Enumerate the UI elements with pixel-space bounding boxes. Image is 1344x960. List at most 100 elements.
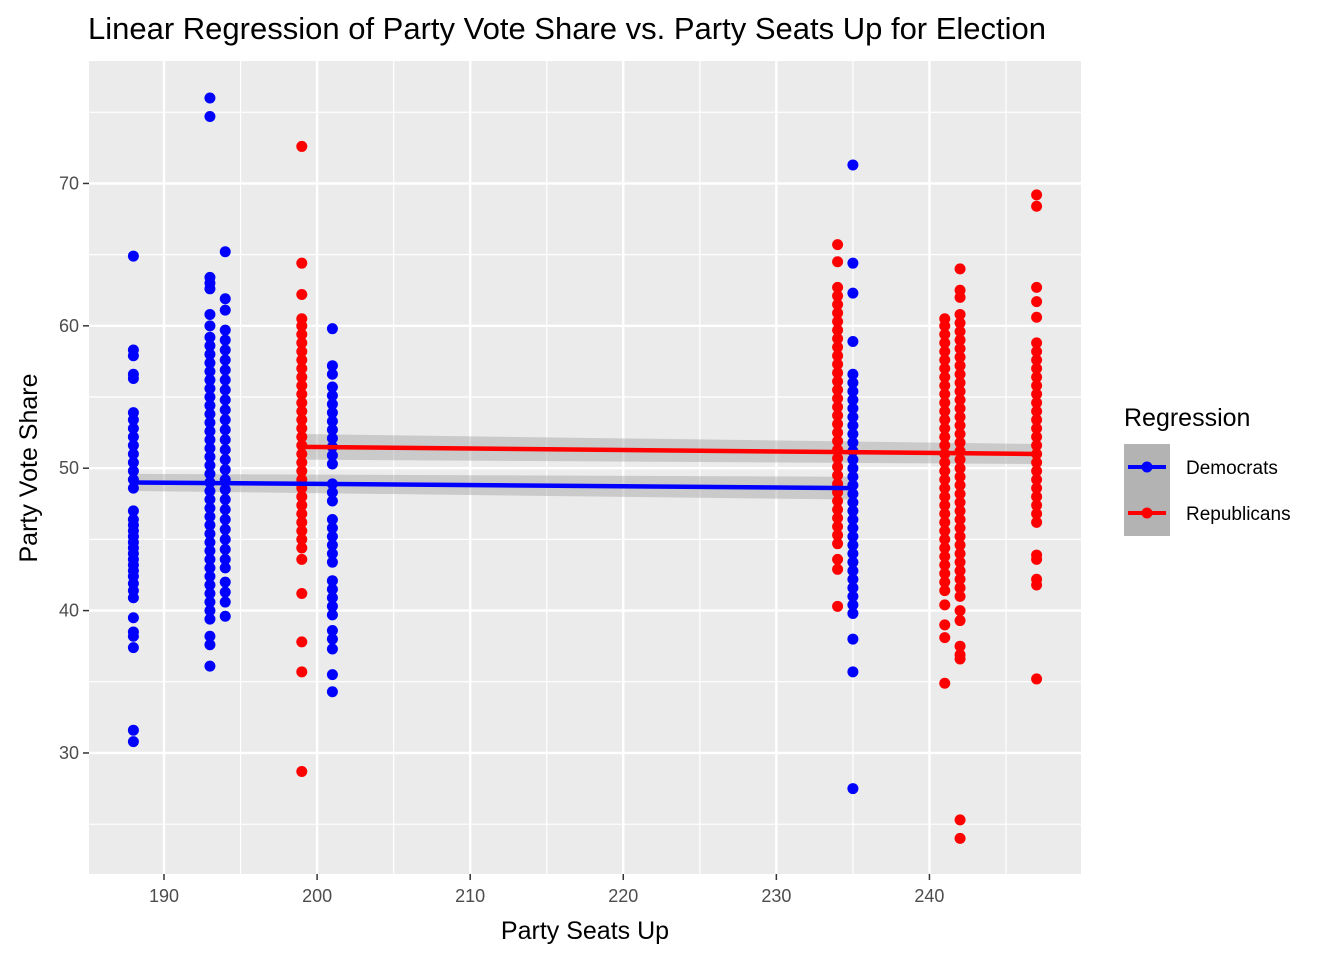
point-republicans xyxy=(939,320,951,332)
point-republicans xyxy=(296,553,308,565)
point-democrats xyxy=(127,439,139,451)
point-democrats xyxy=(204,459,216,471)
point-republicans xyxy=(939,516,951,528)
point-democrats xyxy=(847,531,859,543)
point-democrats xyxy=(847,488,859,500)
point-democrats xyxy=(219,293,231,305)
point-democrats xyxy=(204,451,216,463)
point-democrats xyxy=(326,592,338,604)
point-democrats xyxy=(204,357,216,369)
point-republicans xyxy=(939,499,951,511)
point-republicans xyxy=(1031,579,1043,591)
point-republicans xyxy=(954,531,966,543)
point-republicans xyxy=(296,257,308,269)
point-democrats xyxy=(326,323,338,335)
point-republicans xyxy=(954,832,966,844)
legend-point-republicans xyxy=(1141,507,1153,519)
point-democrats xyxy=(204,519,216,531)
point-republicans xyxy=(1031,354,1043,366)
point-republicans xyxy=(296,508,308,520)
point-democrats xyxy=(204,111,216,123)
point-republicans xyxy=(1031,345,1043,357)
point-republicans xyxy=(832,553,844,565)
point-democrats xyxy=(219,304,231,316)
point-republicans xyxy=(939,632,951,644)
point-republicans xyxy=(832,350,844,362)
point-democrats xyxy=(847,573,859,585)
point-republicans xyxy=(1031,189,1043,201)
point-republicans xyxy=(1031,281,1043,293)
point-democrats xyxy=(219,513,231,525)
point-democrats xyxy=(847,666,859,678)
point-democrats xyxy=(204,340,216,352)
point-democrats xyxy=(326,548,338,560)
point-republicans xyxy=(954,814,966,826)
point-democrats xyxy=(219,404,231,416)
point-democrats xyxy=(204,630,216,642)
point-democrats xyxy=(219,576,231,588)
point-democrats xyxy=(204,382,216,394)
point-republicans xyxy=(939,491,951,503)
point-republicans xyxy=(954,556,966,568)
point-republicans xyxy=(939,599,951,611)
y-axis-ticks: 30 40 50 60 70 xyxy=(59,173,89,763)
point-republicans xyxy=(1031,482,1043,494)
point-republicans xyxy=(954,640,966,652)
point-democrats xyxy=(204,92,216,104)
legend-label-democrats: Democrats xyxy=(1186,458,1278,479)
point-democrats xyxy=(204,588,216,600)
point-republicans xyxy=(296,457,308,469)
point-democrats xyxy=(127,736,139,748)
point-democrats xyxy=(219,344,231,356)
x-tick-label: 190 xyxy=(149,886,179,906)
point-republicans xyxy=(1031,405,1043,417)
point-republicans xyxy=(832,512,844,524)
point-democrats xyxy=(847,287,859,299)
point-republicans xyxy=(954,385,966,397)
point-democrats xyxy=(204,348,216,360)
point-democrats xyxy=(127,592,139,604)
point-republicans xyxy=(832,307,844,319)
point-democrats xyxy=(847,411,859,423)
point-republicans xyxy=(296,388,308,400)
point-democrats xyxy=(326,390,338,402)
point-republicans xyxy=(954,343,966,355)
point-democrats xyxy=(219,334,231,346)
point-republicans xyxy=(832,358,844,370)
point-democrats xyxy=(204,502,216,514)
point-republicans xyxy=(1031,422,1043,434)
point-republicans xyxy=(1031,311,1043,323)
x-tick-label: 220 xyxy=(608,886,638,906)
point-democrats xyxy=(204,570,216,582)
regression-lines xyxy=(133,444,1037,491)
regression-line-republicans xyxy=(301,444,1037,457)
point-republicans xyxy=(939,465,951,477)
point-democrats xyxy=(847,633,859,645)
point-republicans xyxy=(1031,553,1043,565)
point-republicans xyxy=(832,504,844,516)
point-democrats xyxy=(219,414,231,426)
point-democrats xyxy=(219,596,231,608)
legend: Regression Democrats Republicans xyxy=(1124,404,1291,536)
point-republicans xyxy=(954,263,966,275)
point-republicans xyxy=(939,457,951,469)
point-democrats xyxy=(847,783,859,795)
point-democrats xyxy=(326,600,338,612)
point-republicans xyxy=(832,600,844,612)
point-republicans xyxy=(1031,414,1043,426)
x-tick-label: 200 xyxy=(302,886,332,906)
point-democrats xyxy=(847,539,859,551)
point-democrats xyxy=(326,531,338,543)
point-democrats xyxy=(127,612,139,624)
point-republicans xyxy=(832,521,844,533)
point-republicans xyxy=(296,588,308,600)
point-republicans xyxy=(954,454,966,466)
point-republicans xyxy=(1031,508,1043,520)
point-democrats xyxy=(219,610,231,622)
point-republicans xyxy=(296,405,308,417)
point-democrats xyxy=(219,364,231,376)
point-democrats xyxy=(847,556,859,568)
point-republicans xyxy=(832,256,844,268)
point-republicans xyxy=(296,371,308,383)
